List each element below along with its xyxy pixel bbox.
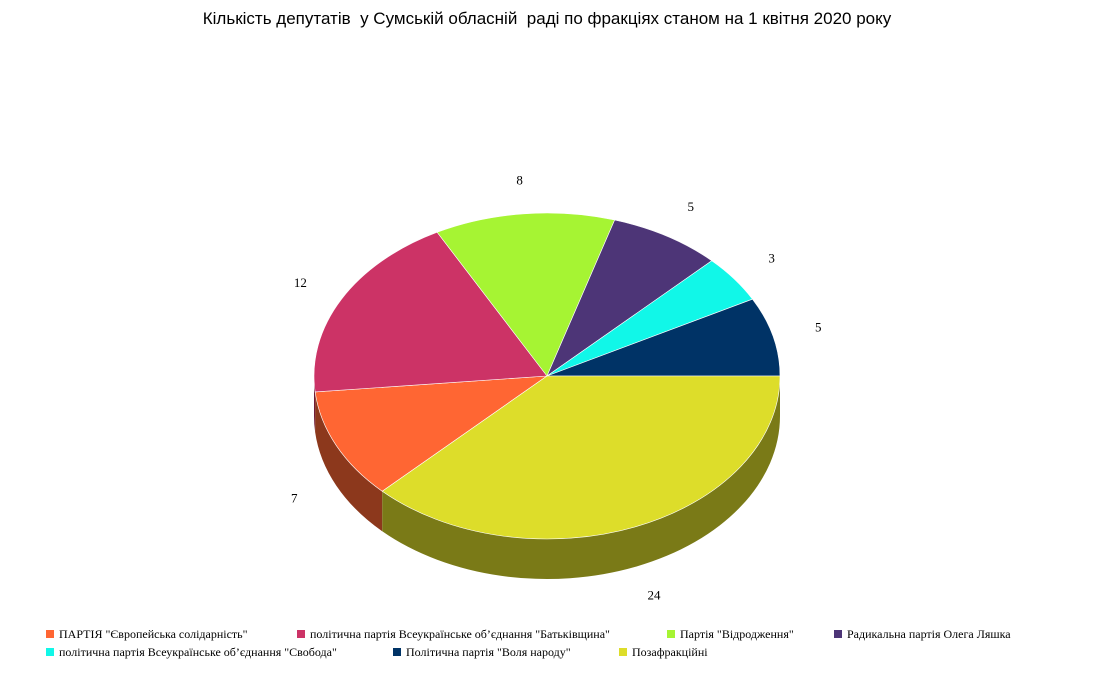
data-label: 7 [291,491,298,506]
legend-label: Політична партія "Воля народу" [406,645,571,659]
legend-swatch [834,630,842,638]
pie-slice [313,231,548,393]
legend-swatch [393,648,401,656]
legend-swatch [667,630,675,638]
legend-swatch [619,648,627,656]
legend-swatch [46,630,54,638]
legend-label: політична партія Всеукраїнське об’єднанн… [59,645,337,659]
pie-side [382,376,780,580]
data-label: 8 [516,172,523,187]
pie-slice [546,298,781,377]
legend-label: політична партія Всеукраїнське об’єднанн… [310,627,610,641]
pie-slice [436,212,616,377]
data-label: 5 [815,319,822,334]
data-label: 12 [294,275,307,290]
chart-title: Кількість депутатів у Сумській обласній … [203,9,892,28]
legend-swatch [46,648,54,656]
data-label: 5 [687,199,694,214]
pie-slice [381,375,781,540]
pie-slice [314,375,549,492]
legend-label: Позафракційні [632,645,708,659]
legend-label: Партія "Відродження" [680,627,794,641]
legend-label: ПАРТІЯ "Європейська солідарність" [59,627,248,641]
data-label: 3 [768,250,775,265]
data-label: 24 [647,588,661,603]
pie-slice [546,219,713,377]
legend-swatch [297,630,305,638]
legend-label: Радикальна партія Олега Ляшка [847,627,1011,641]
